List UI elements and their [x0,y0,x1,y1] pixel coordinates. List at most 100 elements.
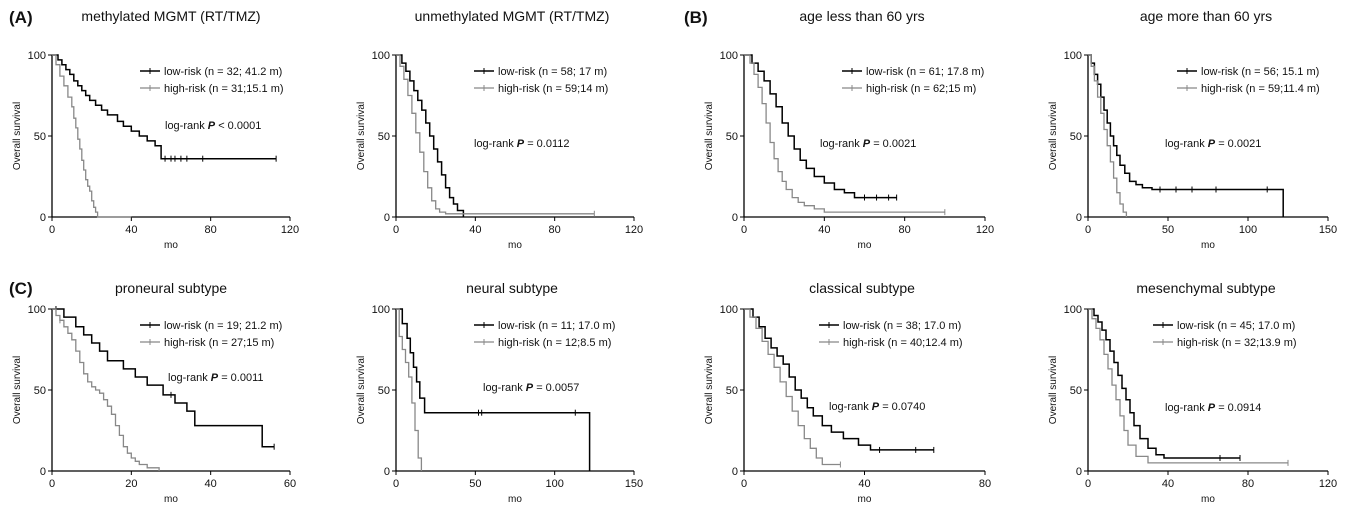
km-plot-1: methylated MGMT (RT/TMZ) 0 50 100 0 40 80 120 mo… [12,8,299,251]
y-tick-label: 0 [1076,466,1082,478]
series-line-high-risk [744,308,841,466]
legend-label: low-risk (n = 32; 41.2 m) [164,66,282,78]
x-tick-label: 80 [1242,478,1254,490]
y-tick-label: 100 [372,304,390,316]
series-line-low-risk [744,308,934,451]
panel-letter-c: (C) [9,279,33,298]
km-plot-5: proneural subtype 0 50 100 0 20 40 60 mo Overall … [12,280,296,505]
x-tick-label: 50 [469,478,481,490]
y-tick-label: 100 [720,50,738,62]
y-axis-label: Overall survival [1048,102,1059,170]
km-plot-6: neural subtype 0 50 100 0 50 100 150 mo Overall s… [356,280,643,505]
x-tick-label: 0 [393,224,399,236]
series-line-high-risk [1088,54,1128,217]
y-axis-label: Overall survival [704,102,715,170]
series-line-low-risk [52,308,275,448]
km-plot-3: age less than 60 yrs 0 50 100 0 40 80 120 mo Over… [704,8,994,251]
x-tick-label: 0 [1085,478,1091,490]
plot-title: classical subtype [809,280,915,296]
y-tick-label: 0 [384,466,390,478]
plot-title: unmethylated MGMT (RT/TMZ) [415,8,610,24]
y-tick-label: 0 [40,466,46,478]
legend-label: low-risk (n = 56; 15.1 m) [1201,66,1319,78]
y-tick-label: 0 [1076,212,1082,224]
panel-letter-a: (A) [9,8,33,27]
legend-label: low-risk (n = 61; 17.8 m) [866,66,984,78]
y-axis-label: Overall survival [704,356,715,424]
logrank-annotation: log-rank P = 0.0112 [474,138,570,150]
x-tick-label: 120 [976,224,994,236]
y-axis-label: Overall survival [12,356,23,424]
x-tick-label: 20 [125,478,137,490]
plot-title: mesenchymal subtype [1136,280,1276,296]
legend-label: low-risk (n = 45; 17.0 m) [1177,320,1295,332]
series-line-low-risk [396,54,465,217]
y-tick-label: 0 [40,212,46,224]
x-tick-label: 40 [125,224,137,236]
series-line-high-risk [52,54,132,218]
y-tick-label: 50 [1070,385,1082,397]
plot-title: methylated MGMT (RT/TMZ) [81,8,260,24]
series-line-high-risk [396,54,595,215]
x-tick-label: 100 [1239,224,1257,236]
panel-letter-b: (B) [684,8,708,27]
x-axis-label: mo [1201,494,1215,505]
y-tick-label: 100 [720,304,738,316]
x-axis-label: mo [858,240,872,251]
series-line-low-risk [1088,308,1240,459]
x-axis-label: mo [858,494,872,505]
logrank-annotation: log-rank P = 0.0021 [1165,138,1261,150]
logrank-annotation: log-rank P = 0.0011 [168,372,264,384]
logrank-annotation: log-rank P = 0.0740 [829,401,925,413]
logrank-annotation: log-rank P = 0.0914 [1165,402,1261,414]
plot-title: age more than 60 yrs [1140,8,1272,24]
series-line-low-risk [52,54,277,160]
x-tick-label: 50 [1162,224,1174,236]
y-tick-label: 50 [34,131,46,143]
x-tick-label: 40 [205,478,217,490]
series-line-low-risk [1088,54,1284,217]
plots-container: methylated MGMT (RT/TMZ) 0 50 100 0 40 80 120 mo… [12,8,1337,505]
plot-title: age less than 60 yrs [799,8,924,24]
y-tick-label: 50 [1070,131,1082,143]
y-tick-label: 50 [378,385,390,397]
km-plot-2: unmethylated MGMT (RT/TMZ) 0 50 100 0 40 80 120… [356,8,643,251]
km-plot-4: age more than 60 yrs 0 50 100 0 50 100 150 mo Ove… [1048,8,1337,251]
x-tick-label: 40 [858,478,870,490]
legend-label: high-risk (n = 27;15 m) [164,337,274,349]
legend-label: high-risk (n = 59;14 m) [498,83,608,95]
x-axis-label: mo [164,240,178,251]
x-tick-label: 120 [281,224,299,236]
y-tick-label: 100 [372,50,390,62]
y-tick-label: 0 [732,212,738,224]
x-tick-label: 40 [469,224,481,236]
y-tick-label: 50 [726,131,738,143]
x-tick-label: 120 [625,224,643,236]
y-axis-label: Overall survival [356,356,367,424]
x-axis-label: mo [508,494,522,505]
legend-label: high-risk (n = 12;8.5 m) [498,337,611,349]
x-tick-label: 0 [1085,224,1091,236]
x-tick-label: 80 [205,224,217,236]
y-tick-label: 100 [28,50,46,62]
y-tick-label: 50 [378,131,390,143]
y-axis-label: Overall survival [12,102,23,170]
y-tick-label: 0 [732,466,738,478]
legend-label: high-risk (n = 32;13.9 m) [1177,337,1297,349]
legend-label: high-risk (n = 31;15.1 m) [164,83,284,95]
x-tick-label: 150 [1319,224,1337,236]
logrank-annotation: log-rank P = 0.0057 [483,382,579,394]
legend-label: high-risk (n = 62;15 m) [866,83,976,95]
plot-title: neural subtype [466,280,558,296]
x-tick-label: 60 [284,478,296,490]
x-tick-label: 40 [818,224,830,236]
x-tick-label: 150 [625,478,643,490]
series-line-low-risk [744,54,897,199]
y-tick-label: 100 [1064,50,1082,62]
logrank-annotation: log-rank P < 0.0001 [165,120,261,132]
x-tick-label: 0 [741,478,747,490]
y-tick-label: 50 [34,385,46,397]
y-tick-label: 50 [726,385,738,397]
x-tick-label: 100 [545,478,563,490]
